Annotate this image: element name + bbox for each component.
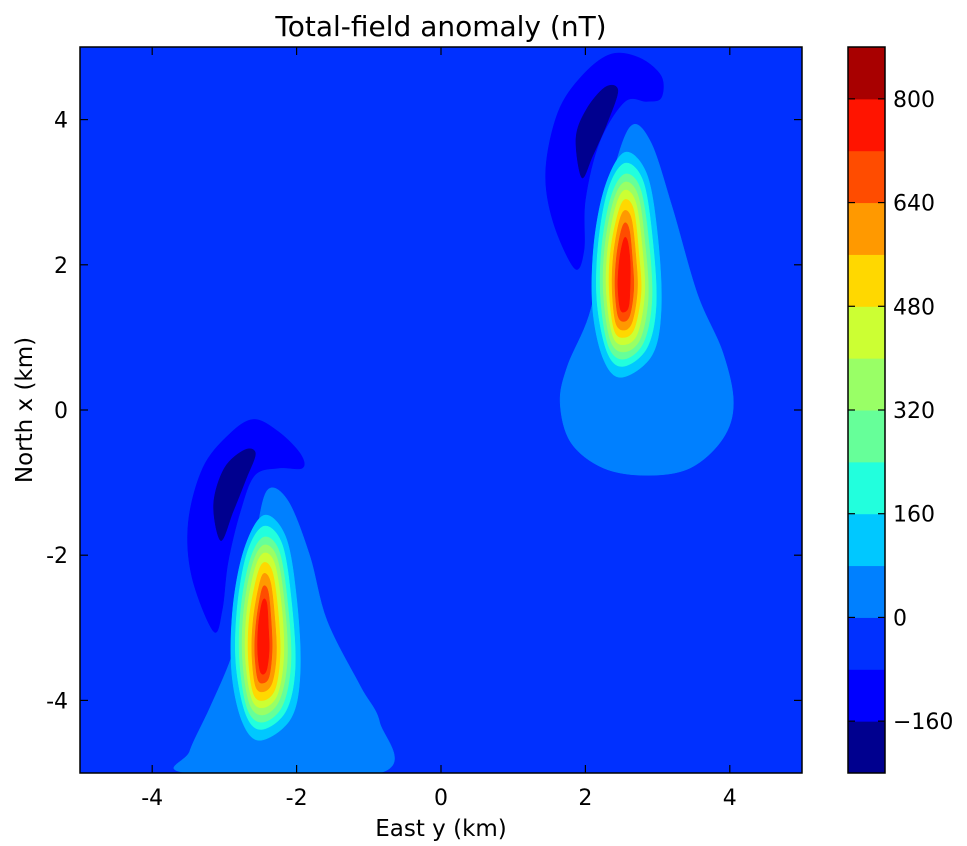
colorbar-band	[848, 721, 885, 774]
colorbar-band	[848, 358, 885, 411]
colorbar-band	[848, 617, 885, 670]
colorbar-band	[848, 98, 885, 152]
anomaly-2-contour--160-to--80	[545, 52, 664, 270]
plot-area	[80, 47, 802, 773]
colorbar-tick-label: 160	[893, 503, 935, 528]
colorbar-tick-label: 320	[893, 399, 935, 424]
x-tick-label: 0	[434, 786, 448, 811]
x-tick-label: -4	[141, 786, 163, 811]
colorbar-tick-label: 800	[893, 88, 935, 113]
anomaly-2-contour-720-to-800	[617, 236, 631, 313]
y-tick-label: -2	[46, 544, 68, 569]
contour-layers	[173, 52, 734, 773]
anomaly-2-contour--240-to--160	[575, 84, 619, 179]
colorbar-tick-label: 0	[893, 606, 907, 631]
colorbar-band	[848, 565, 885, 618]
colorbar-band	[848, 669, 885, 722]
y-axis-label: North x (km)	[12, 337, 38, 483]
colorbar-band	[848, 410, 885, 463]
colorbar-tick-label: 640	[893, 192, 935, 217]
anomaly-1-contour-720-to-800	[257, 598, 270, 675]
colorbar-band	[848, 202, 885, 255]
y-axis-ticks: -4 -2 0 2 4	[46, 109, 802, 714]
x-tick-label: 2	[578, 786, 592, 811]
y-tick-label: 4	[54, 109, 68, 134]
colorbar-band	[848, 254, 885, 307]
chart-title: Total-field anomaly (nT)	[274, 10, 606, 43]
y-tick-label: 2	[54, 254, 68, 279]
x-axis-label: East y (km)	[375, 816, 507, 842]
colorbar-band	[848, 461, 885, 515]
x-tick-label: 4	[723, 786, 737, 811]
colorbar-ticks: −160 0 160 320 480 640 800	[848, 88, 953, 735]
anomaly-1-contour--160-to--80	[187, 419, 305, 633]
colorbar-tick-label: −160	[893, 710, 953, 735]
colorbar	[848, 47, 885, 774]
colorbar-band	[848, 306, 885, 359]
colorbar-band	[848, 150, 885, 204]
anomaly-1-contour--240-to--160	[213, 448, 256, 541]
colorbar-band	[848, 47, 885, 100]
colorbar-tick-label: 480	[893, 295, 935, 320]
colorbar-band	[848, 513, 885, 567]
y-tick-label: 0	[54, 399, 68, 424]
y-tick-label: -4	[46, 689, 68, 714]
x-tick-label: -2	[286, 786, 308, 811]
x-axis-ticks: -4 -2 0 2 4	[141, 47, 737, 811]
